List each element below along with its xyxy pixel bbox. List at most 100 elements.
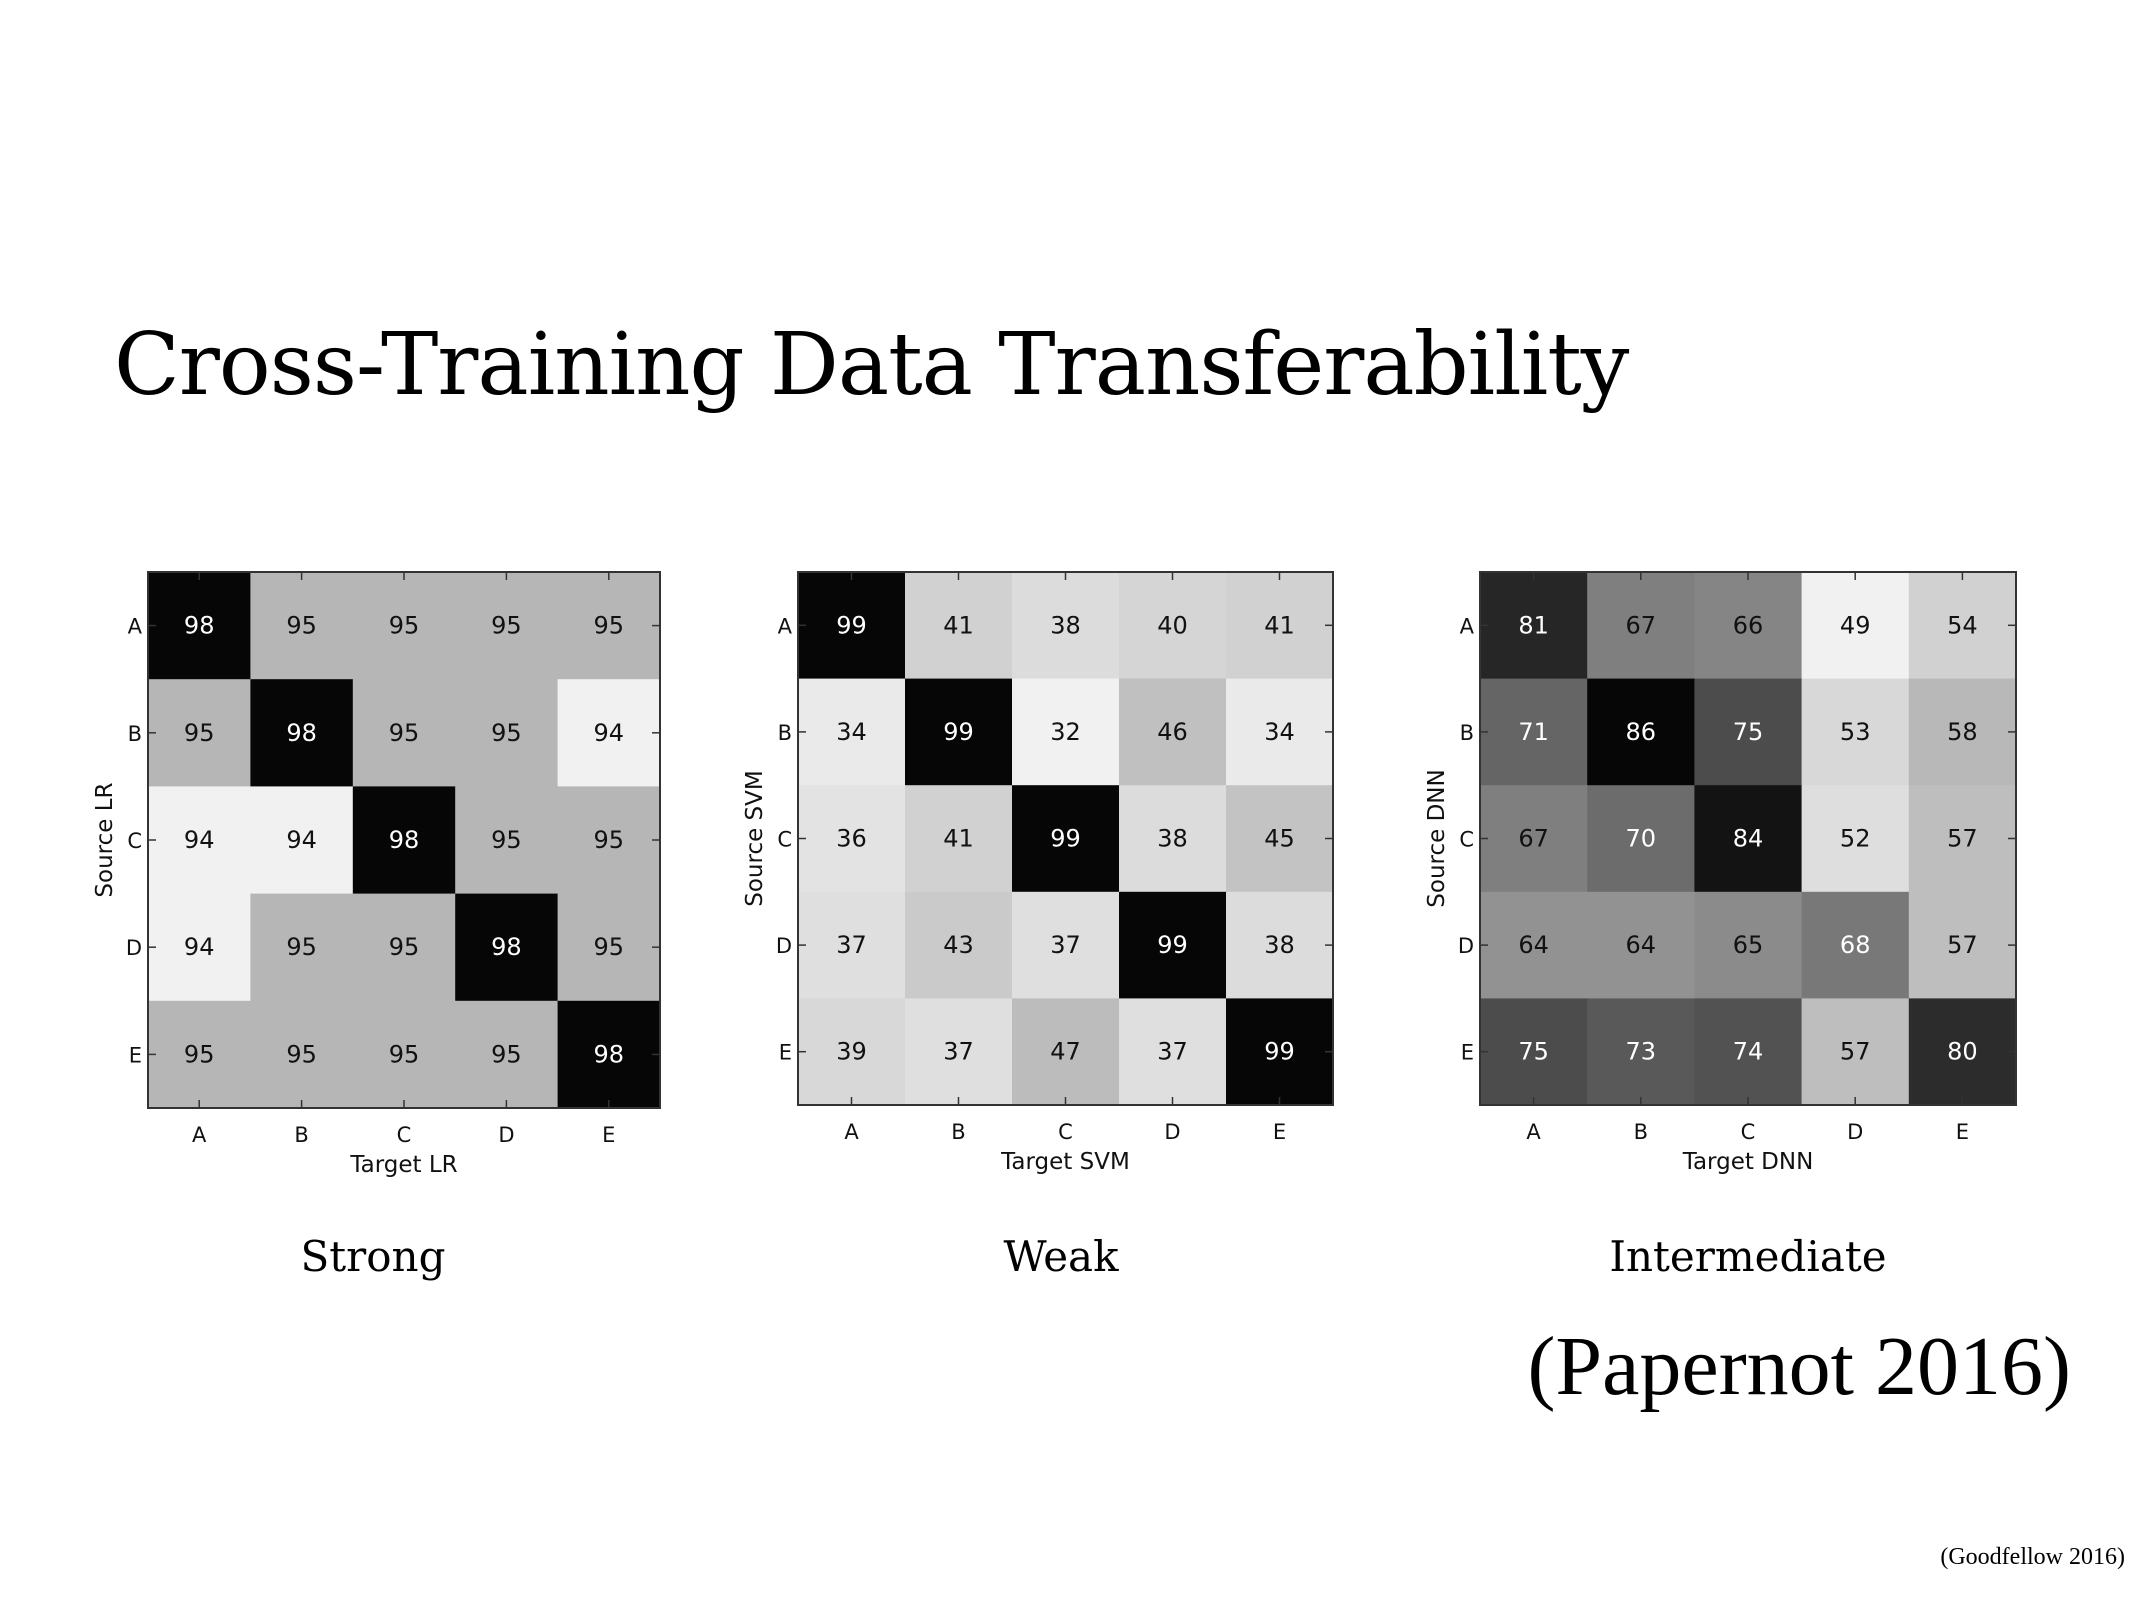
y-tick-label: C: [127, 829, 142, 853]
cell-value-label: 32: [1050, 718, 1081, 746]
cell-value-label: 34: [1264, 718, 1295, 746]
y-tick-label: B: [778, 721, 792, 745]
cell-value-label: 99: [943, 718, 974, 746]
heatmap-cell: [1480, 785, 1588, 893]
heatmap-cell: [1801, 891, 1910, 999]
cell-value-label: 73: [1626, 1038, 1657, 1066]
heatmap-cell: [1908, 998, 2017, 1106]
cell-value-label: 94: [184, 826, 215, 854]
cell-value-label: 86: [1626, 718, 1657, 746]
heatmap-cell: [1694, 572, 1803, 680]
heatmap-cell: [148, 1000, 251, 1109]
cell-value-label: 95: [389, 612, 420, 640]
heatmap-cell: [1480, 998, 1588, 1106]
heatmap-cell: [798, 891, 906, 999]
cell-value-label: 70: [1626, 825, 1657, 853]
x-tick-label: D: [1164, 1120, 1180, 1144]
footer-citation: (Goodfellow 2016): [1940, 1544, 2125, 1570]
cell-value-label: 99: [836, 611, 867, 639]
x-tick-label: C: [1741, 1120, 1756, 1144]
heatmap-cell: [1119, 572, 1227, 680]
cell-value-label: 52: [1840, 825, 1871, 853]
cell-value-label: 95: [491, 719, 522, 747]
cell-value-label: 95: [389, 1040, 420, 1068]
slide-title: Cross-Training Data Transferability: [114, 315, 1629, 415]
cell-value-label: 36: [836, 825, 867, 853]
x-axis-label: Target LR: [349, 1152, 457, 1178]
y-tick-label: A: [1460, 614, 1475, 638]
x-tick-label: A: [192, 1123, 207, 1147]
heatmap-cell: [1694, 998, 1803, 1106]
heatmap-cell: [250, 893, 354, 1002]
cell-value-label: 41: [943, 611, 974, 639]
heatmap-cell: [1226, 891, 1334, 999]
heatmap-cell: [1587, 891, 1695, 999]
heatmap-cell: [1012, 891, 1120, 999]
heatmap-cell: [557, 679, 661, 787]
heatmap-cell: [1587, 572, 1695, 680]
heatmap-cell: [905, 678, 1013, 786]
heatmap-cell: [1587, 678, 1695, 786]
heatmap-cell: [1587, 998, 1695, 1106]
heatmap-dnn: 81 67 66 49 54 71 86 75 53 58 67 70 84 52 57 64 64 65 68 57…: [1424, 571, 2017, 1175]
heatmap-cell: [905, 891, 1013, 999]
heatmap-cell: [798, 998, 906, 1106]
heatmap-cell: [455, 893, 559, 1002]
y-tick-label: E: [1461, 1041, 1474, 1065]
y-tick-label: C: [1459, 828, 1474, 852]
heatmap-cell: [1801, 572, 1910, 680]
cell-value-label: 98: [184, 612, 215, 640]
x-tick-label: D: [498, 1123, 514, 1147]
heatmap-cell: [455, 1000, 559, 1109]
heatmap-cell: [1012, 572, 1120, 680]
x-tick-label: B: [951, 1120, 965, 1144]
cell-value-label: 41: [1264, 611, 1295, 639]
caption-strong: Strong: [300, 1232, 446, 1281]
cell-value-label: 68: [1840, 931, 1871, 959]
cell-value-label: 95: [594, 612, 625, 640]
cell-value-label: 75: [1733, 718, 1764, 746]
heatmap-cell: [455, 679, 559, 787]
cell-value-label: 41: [943, 825, 974, 853]
heatmap-cell: [352, 679, 456, 787]
caption-intermediate: Intermediate: [1609, 1232, 1887, 1281]
cell-value-label: 34: [836, 718, 867, 746]
cell-value-label: 57: [1840, 1038, 1871, 1066]
cell-value-label: 57: [1947, 931, 1978, 959]
cell-value-label: 38: [1157, 825, 1188, 853]
cell-value-label: 74: [1733, 1038, 1764, 1066]
heatmap-cell: [250, 786, 354, 895]
heatmap-cell: [1908, 891, 2017, 999]
caption-weak: Weak: [1003, 1232, 1119, 1281]
heatmap-cell: [1801, 998, 1910, 1106]
heatmap-cell: [1119, 998, 1227, 1106]
heatmap-cell: [352, 786, 456, 895]
heatmap-cell: [1226, 572, 1334, 680]
heatmap-cell: [798, 678, 906, 786]
heatmap-cell: [1801, 678, 1910, 786]
heatmap-cell: [1587, 785, 1695, 893]
x-tick-label: E: [602, 1123, 615, 1147]
cell-value-label: 37: [836, 931, 867, 959]
y-tick-label: D: [776, 934, 792, 958]
heatmap-cell: [1119, 678, 1227, 786]
cell-value-label: 65: [1733, 931, 1764, 959]
cell-value-label: 99: [1264, 1038, 1295, 1066]
cell-value-label: 95: [286, 612, 317, 640]
y-tick-label: D: [1458, 934, 1474, 958]
heatmap-cell: [798, 572, 906, 680]
y-axis-label: Source LR: [92, 782, 118, 897]
heatmap-cell: [455, 572, 559, 680]
x-tick-label: C: [397, 1123, 412, 1147]
cell-value-label: 53: [1840, 718, 1871, 746]
y-tick-label: C: [777, 828, 792, 852]
heatmap-cell: [557, 893, 661, 1002]
cell-value-label: 38: [1264, 931, 1295, 959]
y-axis-label: Source DNN: [1424, 769, 1450, 907]
cell-value-label: 40: [1157, 611, 1188, 639]
heatmap-cell: [1119, 785, 1227, 893]
cell-value-label: 45: [1264, 825, 1295, 853]
heatmap-cell: [148, 893, 251, 1002]
y-tick-label: A: [778, 614, 793, 638]
